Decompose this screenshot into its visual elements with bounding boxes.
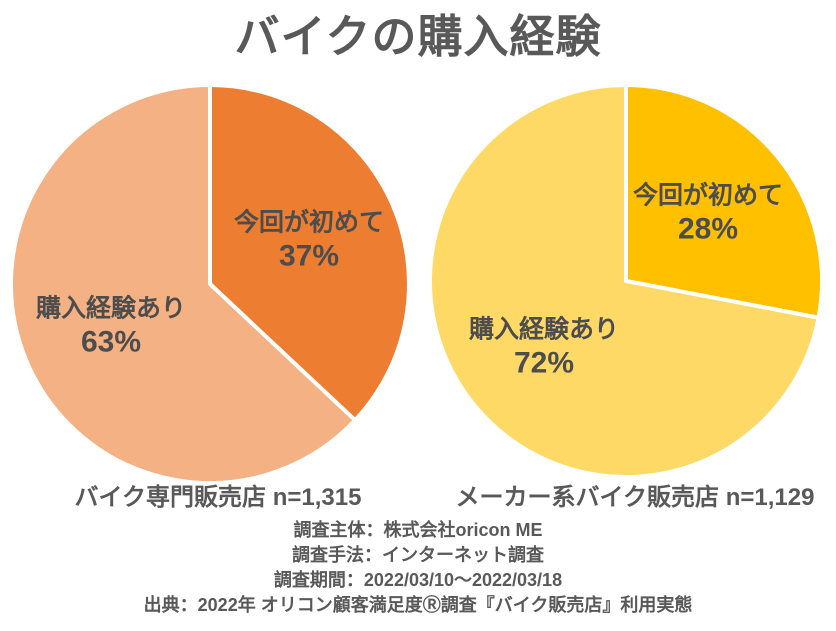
footnote-survey-method: 調査手法：インターネット調査	[292, 545, 544, 565]
footnote-source: 出典：2022年 オリコン顧客満足度Ⓡ調査『バイク販売店』利用実態	[143, 595, 693, 615]
footnote-survey-body: 調査主体：株式会社oricon ME	[293, 520, 543, 540]
pie-slice-今回が初めて	[624, 83, 824, 320]
pie-slice-購入経験あり	[8, 83, 358, 485]
page-title: バイクの購入経験	[234, 11, 602, 62]
footnote-survey-period: 調査期間：2022/03/10～2022/03/18	[273, 570, 563, 590]
pie-slice-購入経験あり	[428, 83, 821, 479]
pie-slice-今回が初めて	[208, 83, 411, 423]
caption-manufacturer-dealer: メーカー系バイク販売店 n=1,129	[455, 484, 815, 511]
caption-specialty-dealer: バイク専門販売店 n=1,315	[74, 484, 362, 511]
survey-footnotes: 調査主体：株式会社oricon ME 調査手法：インターネット調査 調査期間：2…	[0, 518, 836, 618]
